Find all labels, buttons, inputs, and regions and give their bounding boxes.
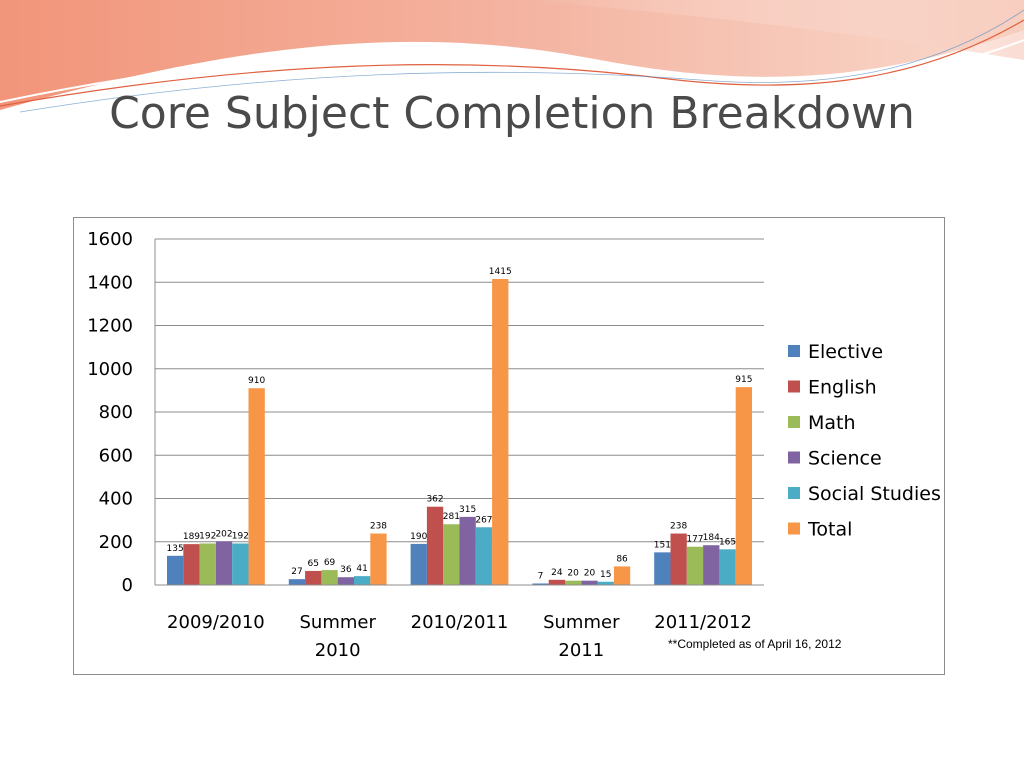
data-label: 1415 [489, 267, 512, 277]
legend-item-label: Social Studies [808, 483, 941, 505]
y-tick-label: 0 [122, 575, 133, 596]
chart-footnote: **Completed as of April 16, 2012 [668, 637, 842, 651]
data-label: 165 [719, 537, 736, 547]
y-tick-label: 1200 [87, 316, 133, 337]
bar [597, 581, 614, 585]
bar [492, 279, 509, 585]
y-tick-label: 1000 [87, 359, 133, 380]
data-label: 267 [475, 515, 492, 525]
bar [167, 555, 184, 585]
data-label: 238 [370, 522, 387, 532]
data-label: 281 [443, 512, 460, 522]
bar [581, 580, 598, 585]
legend-swatch [788, 380, 800, 393]
bar [183, 544, 200, 585]
bar [565, 580, 582, 585]
page-title: Core Subject Completion Breakdown [109, 88, 915, 139]
data-label: 184 [703, 533, 720, 543]
bar [199, 543, 216, 585]
data-label: 177 [686, 535, 703, 545]
bar [248, 388, 265, 585]
data-label: 24 [551, 568, 563, 578]
data-label: 20 [584, 569, 596, 579]
bar [354, 576, 371, 585]
bar [613, 566, 631, 585]
data-label: 151 [654, 540, 671, 550]
bar [735, 387, 752, 585]
legend-item-label: Science [808, 448, 882, 470]
bar [443, 524, 460, 585]
y-tick-label: 400 [99, 489, 133, 510]
y-tick-label: 1400 [87, 272, 133, 293]
y-tick-label: 800 [99, 402, 133, 423]
bar [337, 577, 354, 585]
legend-swatch [788, 416, 800, 428]
data-label: 192 [199, 531, 216, 541]
x-category-label: 2010/2011 [411, 612, 509, 633]
legend-swatch [788, 451, 800, 464]
data-label: 238 [670, 522, 687, 532]
x-category-label: 2011/2012 [654, 612, 752, 633]
x-category-label: 2009/2010 [167, 612, 265, 633]
legend-swatch [788, 345, 800, 357]
bar [670, 533, 687, 585]
y-tick-label: 200 [99, 532, 133, 553]
x-category-label: Summer 2010 [300, 612, 377, 661]
data-label: 41 [356, 564, 367, 574]
bar [719, 549, 736, 585]
legend-item-label: Total [807, 519, 852, 541]
bar [305, 570, 322, 585]
data-label: 65 [308, 559, 319, 569]
legend-item-label: Elective [808, 341, 883, 363]
data-label: 915 [735, 375, 752, 385]
data-label: 69 [324, 558, 336, 568]
data-label: 315 [459, 505, 476, 515]
bar [410, 543, 427, 585]
data-label: 190 [410, 532, 427, 542]
legend-item-label: Math [808, 412, 856, 434]
bar [232, 543, 249, 585]
bar [321, 570, 338, 585]
data-label: 20 [567, 569, 579, 579]
y-tick-label: 1600 [87, 229, 133, 250]
bar [475, 527, 493, 585]
data-label: 86 [616, 554, 628, 564]
bar [215, 541, 233, 585]
data-label: 189 [183, 532, 200, 542]
data-label: 362 [426, 495, 443, 505]
x-category-label: Summer 2011 [543, 612, 620, 661]
bar [426, 506, 444, 585]
legend-swatch [788, 522, 800, 535]
data-label: 135 [167, 544, 184, 554]
bar [686, 546, 704, 585]
data-label: 192 [232, 531, 249, 541]
data-label: 7 [538, 571, 544, 581]
bar [288, 579, 306, 585]
data-label: 36 [340, 565, 352, 575]
bar [548, 579, 565, 585]
chart-frame: 0 200 400 600 800 1000 1200 1400 1600 135 189 192 20… [73, 217, 945, 675]
bar [703, 545, 720, 585]
bar [459, 516, 476, 585]
data-label: 910 [248, 376, 265, 386]
legend-swatch [788, 487, 800, 499]
data-label: 202 [215, 529, 232, 539]
bar [532, 583, 549, 585]
legend-item-label: English [808, 377, 877, 399]
y-tick-label: 600 [99, 445, 133, 466]
data-label: 15 [600, 570, 611, 580]
bar [654, 552, 671, 585]
data-label: 27 [291, 567, 302, 577]
bar [370, 533, 387, 585]
